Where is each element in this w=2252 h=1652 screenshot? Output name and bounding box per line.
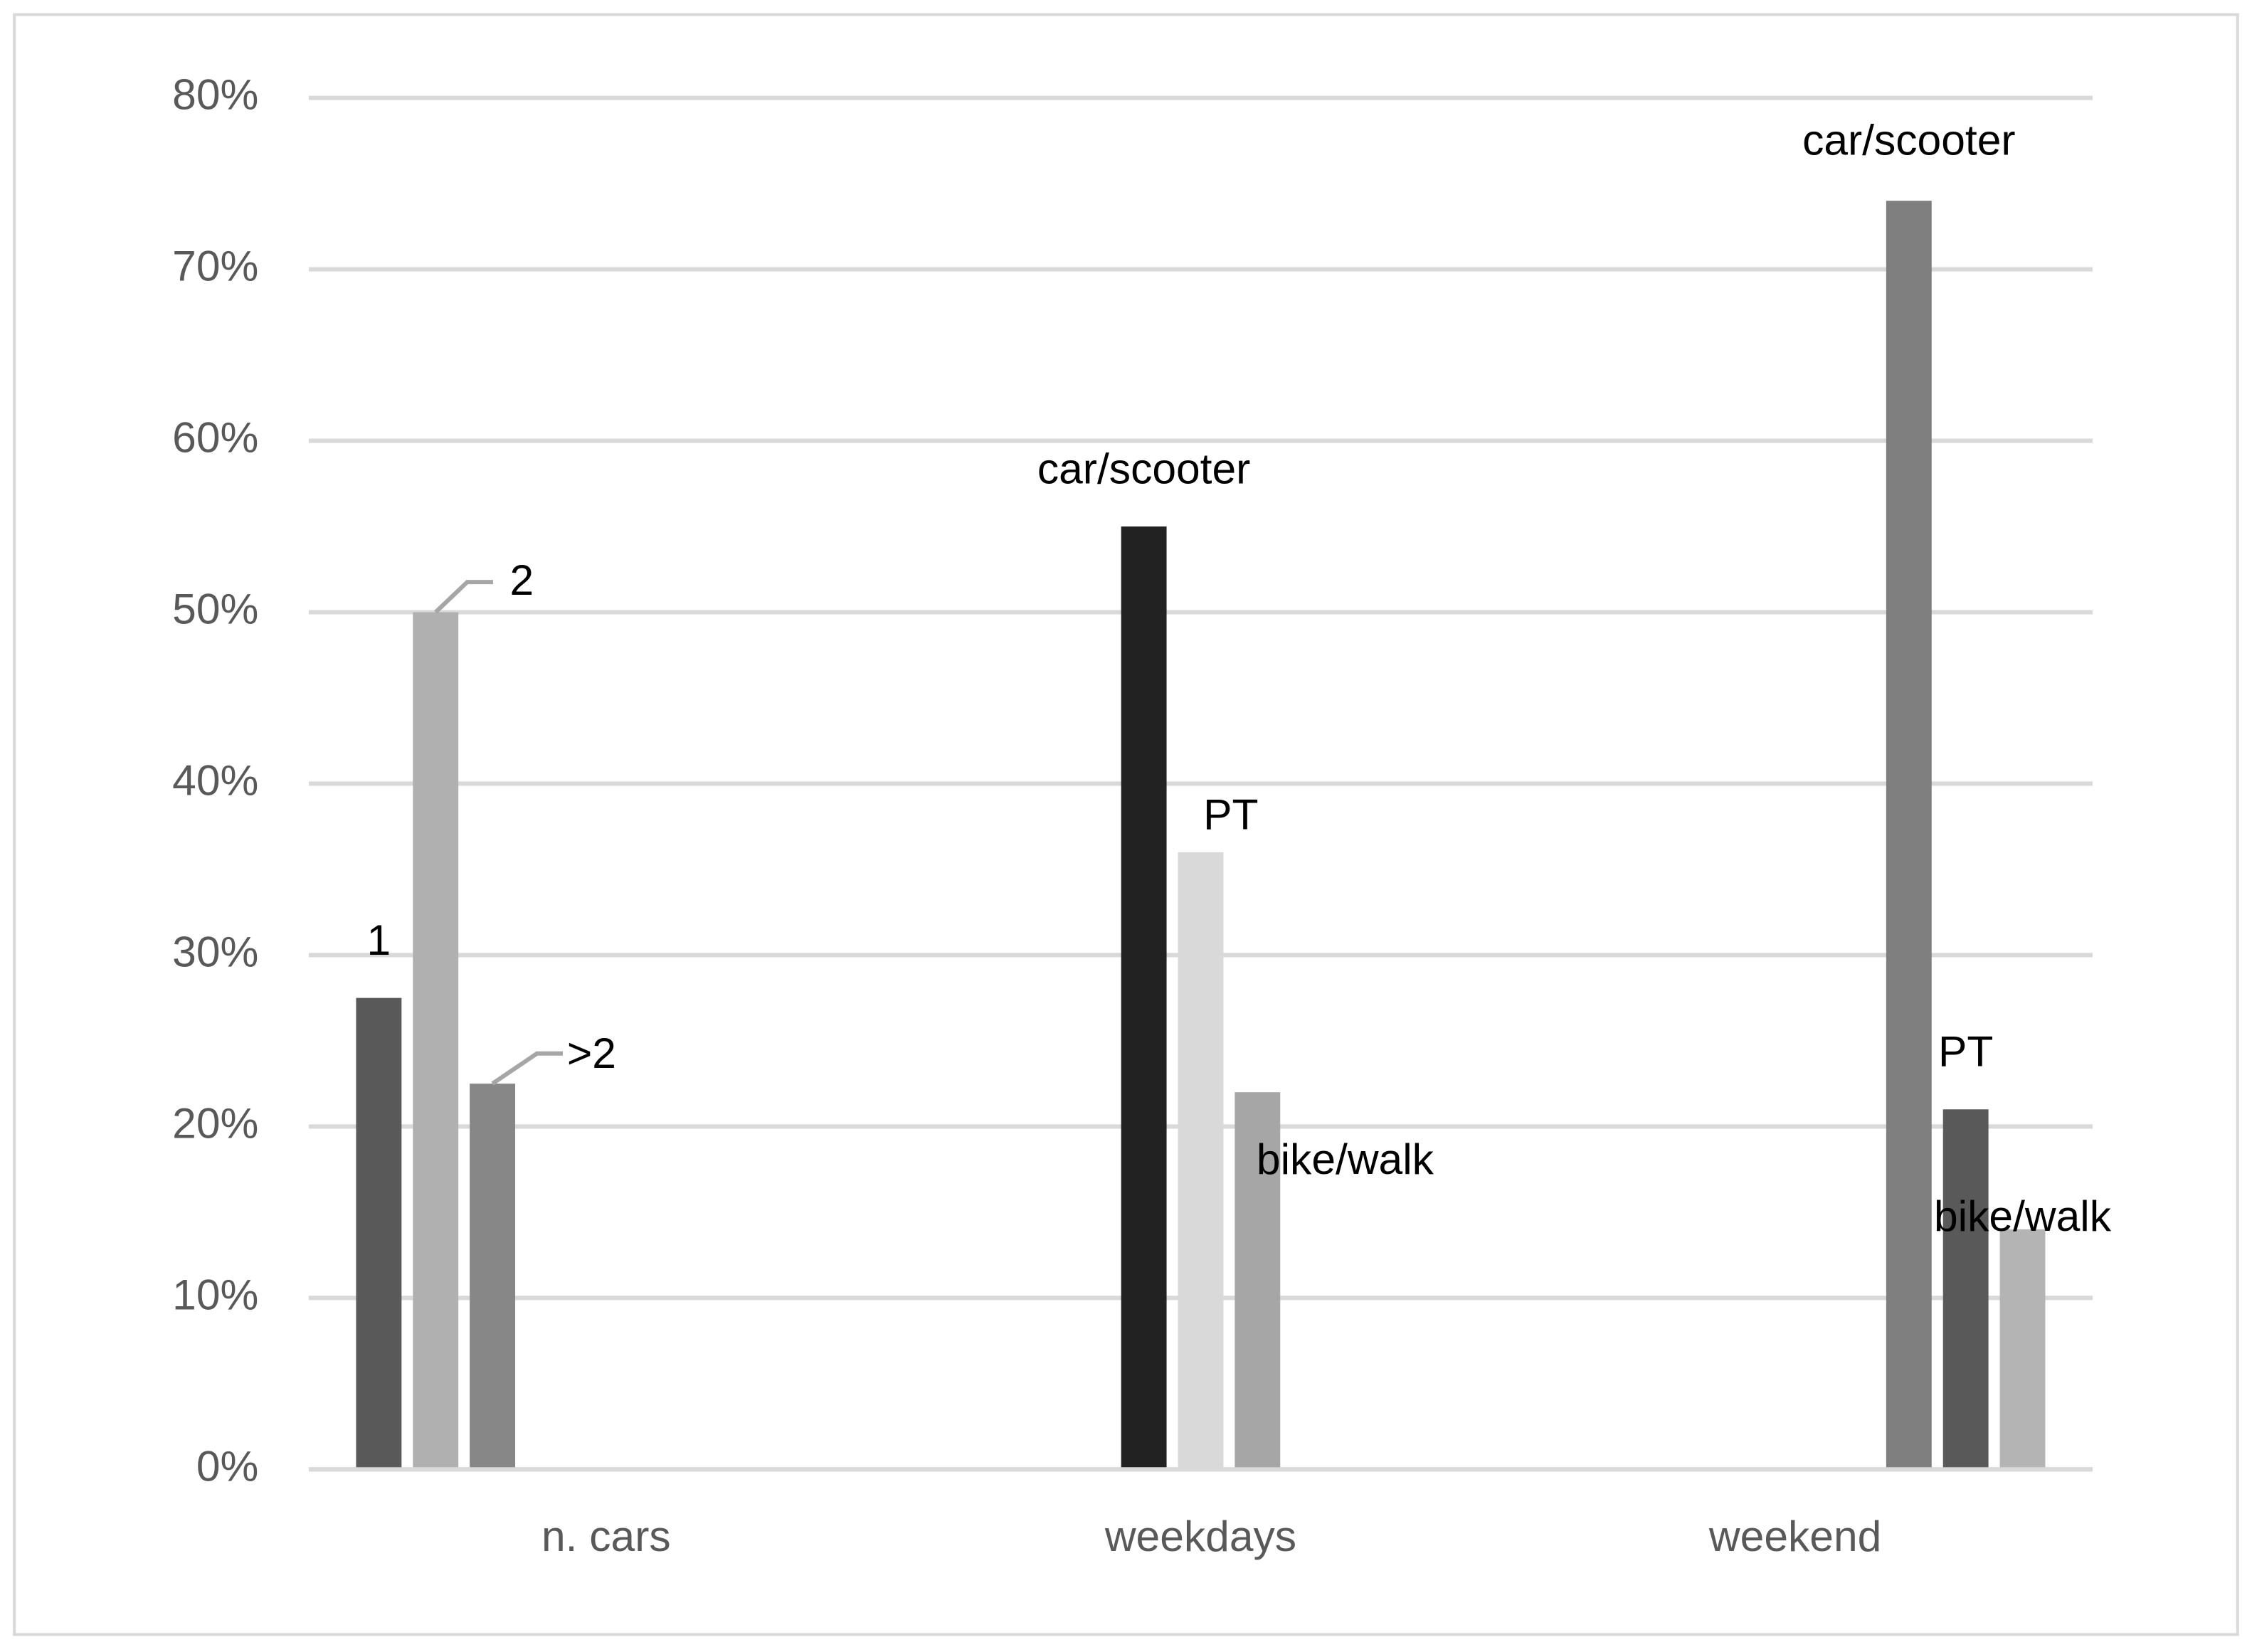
y-tick-label: 60% bbox=[172, 413, 258, 462]
y-tick-label: 70% bbox=[172, 242, 258, 290]
leader-line bbox=[434, 580, 493, 614]
y-tick-label: 50% bbox=[172, 584, 258, 632]
y-tick-label: 80% bbox=[172, 70, 258, 119]
bar bbox=[356, 997, 402, 1470]
data-label: PT bbox=[1938, 1027, 1993, 1076]
bar bbox=[1886, 201, 1932, 1470]
x-tick-label: weekend bbox=[1708, 1512, 1881, 1560]
y-tick-label: 20% bbox=[172, 1098, 258, 1147]
data-label: bike/walk bbox=[1257, 1135, 1434, 1183]
y-tick-label: 10% bbox=[172, 1270, 258, 1318]
bar bbox=[1999, 1229, 2046, 1470]
bar bbox=[470, 1084, 516, 1470]
y-tick-label: 0% bbox=[196, 1441, 259, 1490]
y-tick-label: 40% bbox=[172, 756, 258, 804]
bar bbox=[1178, 852, 1224, 1470]
bar bbox=[1121, 526, 1167, 1470]
data-label: car/scooter bbox=[1037, 444, 1250, 492]
x-tick-label: weekdays bbox=[1104, 1512, 1296, 1560]
bar bbox=[1235, 1092, 1281, 1470]
bar bbox=[413, 612, 459, 1470]
data-label: car/scooter bbox=[1802, 115, 2015, 164]
x-tick-label: n. cars bbox=[541, 1512, 671, 1560]
data-label: 2 bbox=[510, 556, 534, 604]
data-label: PT bbox=[1203, 790, 1258, 838]
leader-line bbox=[491, 1051, 564, 1086]
y-tick-label: 30% bbox=[172, 927, 258, 975]
data-label: bike/walk bbox=[1934, 1192, 2112, 1240]
data-label: 1 bbox=[367, 916, 391, 964]
data-label: >2 bbox=[567, 1029, 616, 1077]
bar bbox=[1942, 1109, 1989, 1470]
